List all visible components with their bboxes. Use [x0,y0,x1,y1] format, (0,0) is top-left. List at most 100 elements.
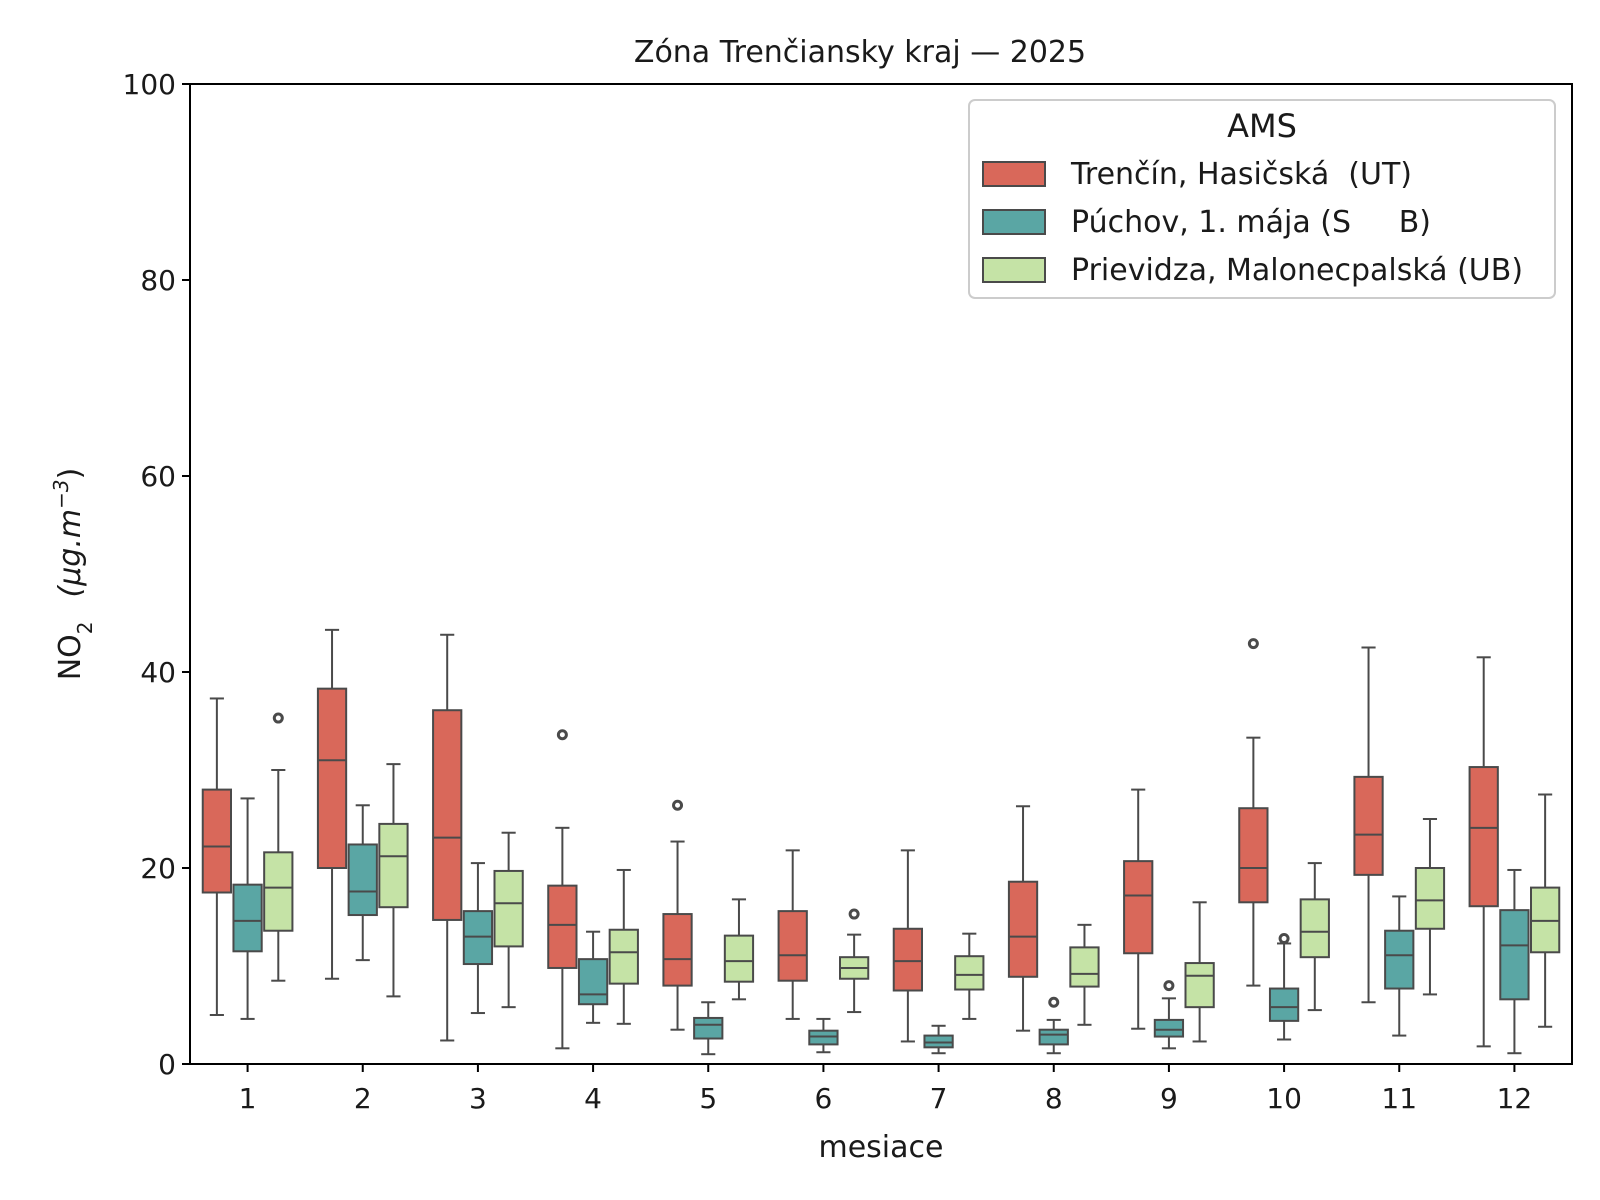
y-label-superscript: −3 [49,479,73,508]
y-label-close: ) [53,468,88,480]
box-body [1069,946,1100,988]
box-3-month-3 [493,831,524,1009]
outlier-point [1048,996,1060,1008]
box-3-month-6 [839,908,870,1014]
x-tick-label: 4 [584,1082,602,1115]
box-3-month-8 [1069,923,1100,1026]
box-body [577,958,609,1006]
box-2-month-5 [693,1001,724,1056]
box-3-month-1 [263,712,294,982]
x-axis: 1 2 3 4 5 6 7 8 9 10 11 12 [239,1064,1532,1115]
box-1-month-10 [1238,638,1269,987]
box-1-month-12 [1468,656,1499,1048]
x-tick-label: 8 [1045,1082,1063,1115]
y-label-subscript: 2 [73,622,97,635]
box-3-month-4 [608,868,639,1025]
y-tick-label: 60 [140,460,176,493]
box-2-month-1 [232,797,263,1020]
legend-swatch [982,209,1046,235]
box-2-month-9 [1153,980,1185,1050]
y-tick-label: 80 [140,264,176,297]
y-label-main: NO [53,634,88,680]
box-1-month-5 [662,799,693,1031]
box-body [662,913,693,987]
box-2-month-10 [1268,933,1300,1041]
box-1-month-4 [547,729,578,1050]
box-2-month-8 [1038,996,1069,1055]
box-1-month-9 [1123,788,1154,1030]
box-body [1414,867,1446,930]
legend-frame [968,99,1556,299]
box-body [1123,860,1154,955]
box-body [1007,880,1039,978]
x-axis-label: mesiace [819,1130,944,1165]
box-body [1153,1018,1185,1038]
box-body [316,687,348,869]
outlier-point [1163,980,1175,992]
box-1-month-3 [432,633,463,1042]
box-2-month-4 [577,930,609,1024]
x-tick-label: 2 [354,1082,372,1115]
outlier-point [556,729,568,741]
box-1-month-11 [1353,646,1384,1004]
box-3-month-12 [1530,793,1561,1028]
y-axis-label: NO2 (μg.m−3) [49,468,97,681]
box-2-month-12 [1499,868,1530,1055]
box-body [1299,898,1330,959]
x-tick-label: 11 [1381,1082,1417,1115]
box-body [432,709,463,921]
box-body [347,843,378,917]
y-label-units: (μg.m [53,509,88,598]
legend-title: AMS [1227,107,1297,145]
outlier-point [272,712,284,724]
box-2-month-6 [808,1017,839,1054]
box-body [1353,775,1384,876]
outlier-point [848,908,860,920]
legend-items: Trenčín, Hasičská (UT) Púchov, 1. mája (S… [982,157,1523,288]
box-1-month-8 [1007,805,1039,1032]
box-3-month-11 [1414,818,1446,996]
box-body [693,1016,724,1040]
box-body [1468,766,1499,908]
plot-area [189,83,1573,1065]
outlier-point [1278,933,1290,945]
box-body [263,851,294,932]
outlier-point [672,799,684,811]
box-3-month-9 [1184,901,1215,1043]
box-body [608,928,639,985]
box-body [954,955,985,991]
box-body [547,884,578,969]
box-3-month-10 [1299,862,1330,1012]
x-tick-label: 10 [1266,1082,1302,1115]
legend-swatch [982,257,1046,283]
box-2-month-11 [1384,895,1415,1037]
box-1-month-1 [201,697,232,1016]
x-tick-label: 3 [469,1082,487,1115]
y-tick-label: 20 [140,852,176,885]
chart-title: Zóna Trenčiansky kraj — 2025 [634,35,1086,70]
box-1-month-2 [316,628,348,980]
box-2-month-2 [347,804,378,962]
box-body [1384,929,1415,990]
box-1-month-7 [892,849,923,1043]
y-tick-label: 100 [123,68,176,101]
box-groups [201,628,1561,1056]
box-body [777,910,808,982]
box-2-month-3 [462,862,494,1015]
legend-label: Trenčín, Hasičská (UT) [1070,157,1412,192]
box-1-month-6 [777,849,808,1020]
plot-frame [189,83,1573,1065]
x-tick-label: 6 [815,1082,833,1115]
box-body [201,788,232,894]
box-body [892,927,923,992]
y-axis: 0 20 40 60 80 100 [123,68,190,1081]
y-tick-label: 40 [140,656,176,689]
box-body [723,934,755,983]
outlier-point [1247,638,1259,650]
legend-label: Prievidza, Malonecpalská (UB) [1071,253,1523,288]
box-3-month-7 [954,932,985,1020]
box-body [1184,962,1215,1009]
box-body [1268,987,1300,1022]
box-body [1499,909,1530,1001]
